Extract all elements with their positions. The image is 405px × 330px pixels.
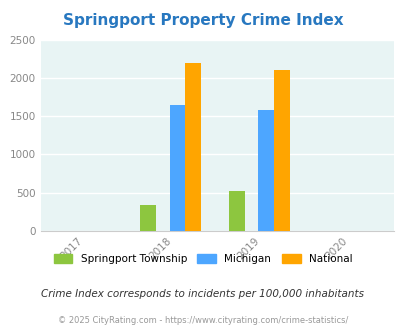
Bar <box>228 191 244 231</box>
Legend: Springport Township, Michigan, National: Springport Township, Michigan, National <box>49 249 356 268</box>
Text: Springport Property Crime Index: Springport Property Crime Index <box>62 13 343 28</box>
Bar <box>257 110 273 231</box>
Bar <box>273 70 289 231</box>
Text: Crime Index corresponds to incidents per 100,000 inhabitants: Crime Index corresponds to incidents per… <box>41 289 364 299</box>
Bar <box>169 106 185 231</box>
Bar <box>185 63 201 231</box>
Bar <box>140 205 156 231</box>
Text: © 2025 CityRating.com - https://www.cityrating.com/crime-statistics/: © 2025 CityRating.com - https://www.city… <box>58 315 347 325</box>
